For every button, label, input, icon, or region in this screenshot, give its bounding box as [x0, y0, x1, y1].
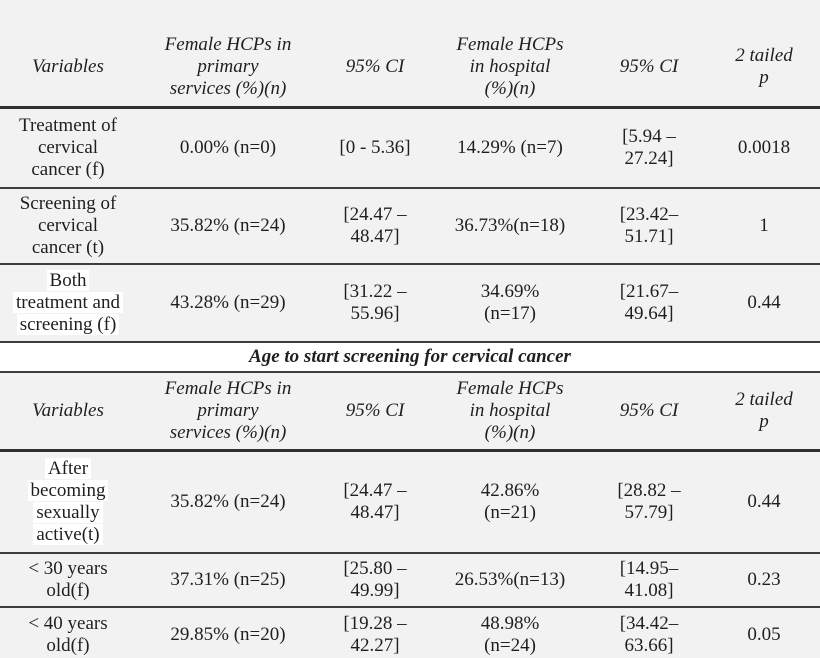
table-row: < 30 years old(f) 37.31% (n=25) [25.80 –… [0, 553, 820, 608]
column-header-hospital: Female HCPs in hospital (%)(n) [430, 372, 590, 452]
highlighted-text: After becoming sexually active(t) [27, 458, 109, 545]
cell-primary: 0.00% (n=0) [136, 107, 320, 189]
cell-ci2: [34.42– 63.66] [590, 607, 708, 658]
cell-hospital: 36.73%(n=18) [430, 188, 590, 265]
cell-ci2: [14.95– 41.08] [590, 553, 708, 608]
table-row: After becoming sexually active(t) 35.82%… [0, 450, 820, 554]
cell-hospital: 34.69% (n=17) [430, 264, 590, 343]
section-header-row: Age to start screening for cervical canc… [0, 342, 820, 373]
column-header-variables: Variables [0, 0, 136, 109]
cell-variable: After becoming sexually active(t) [0, 450, 136, 554]
cell-hospital: 48.98% (n=24) [430, 607, 590, 658]
cell-variable: Treatment of cervical cancer (f) [0, 107, 136, 189]
cell-ci1: [24.47 – 48.47] [320, 188, 430, 265]
cell-p-value: 0.0018 [708, 107, 820, 189]
cell-p-value: 0.44 [708, 264, 820, 343]
column-header-ci1: 95% CI [320, 372, 430, 452]
cell-variable: < 30 years old(f) [0, 553, 136, 608]
section-title: Age to start screening for cervical canc… [0, 342, 820, 373]
cell-p-value: 0.05 [708, 607, 820, 658]
column-header-ci2: 95% CI [590, 0, 708, 109]
cell-ci2: [23.42– 51.71] [590, 188, 708, 265]
column-header-primary: Female HCPs in primary services (%)(n) [136, 372, 320, 452]
table-row: Screening of cervical cancer (t) 35.82% … [0, 188, 820, 265]
table-row: Treatment of cervical cancer (f) 0.00% (… [0, 107, 820, 189]
cell-primary: 29.85% (n=20) [136, 607, 320, 658]
cell-primary: 35.82% (n=24) [136, 188, 320, 265]
table-header-row: Variables Female HCPs in primary service… [0, 372, 820, 452]
table-row: Both treatment and screening (f) 43.28% … [0, 264, 820, 343]
column-header-hospital: Female HCPs in hospital (%)(n) [430, 0, 590, 109]
cell-ci2: [21.67– 49.64] [590, 264, 708, 343]
cell-p-value: 1 [708, 188, 820, 265]
cell-ci1: [0 - 5.36] [320, 107, 430, 189]
cell-variable: Both treatment and screening (f) [0, 264, 136, 343]
cell-p-value: 0.23 [708, 553, 820, 608]
highlighted-text: Both treatment and screening (f) [13, 270, 123, 335]
cell-p-value: 0.44 [708, 450, 820, 554]
column-header-ci1: 95% CI [320, 0, 430, 109]
cell-hospital: 26.53%(n=13) [430, 553, 590, 608]
cell-hospital: 42.86% (n=21) [430, 450, 590, 554]
column-header-variables: Variables [0, 372, 136, 452]
cell-ci1: [19.28 – 42.27] [320, 607, 430, 658]
cell-variable: Screening of cervical cancer (t) [0, 188, 136, 265]
cell-ci1: [31.22 – 55.96] [320, 264, 430, 343]
cell-ci1: [25.80 – 49.99] [320, 553, 430, 608]
cell-ci2: [28.82 – 57.79] [590, 450, 708, 554]
cell-primary: 37.31% (n=25) [136, 553, 320, 608]
column-header-p: 2 tailed p [708, 372, 820, 452]
cell-hospital: 14.29% (n=7) [430, 107, 590, 189]
table-header-row: Variables Female HCPs in primary service… [0, 0, 820, 109]
cell-primary: 43.28% (n=29) [136, 264, 320, 343]
cell-primary: 35.82% (n=24) [136, 450, 320, 554]
cell-ci1: [24.47 – 48.47] [320, 450, 430, 554]
column-header-ci2: 95% CI [590, 372, 708, 452]
cell-variable: < 40 years old(f) [0, 607, 136, 658]
column-header-p: 2 tailed p [708, 0, 820, 109]
cell-ci2: [5.94 – 27.24] [590, 107, 708, 189]
column-header-primary: Female HCPs in primary services (%)(n) [136, 0, 320, 109]
table-row: < 40 years old(f) 29.85% (n=20) [19.28 –… [0, 607, 820, 658]
